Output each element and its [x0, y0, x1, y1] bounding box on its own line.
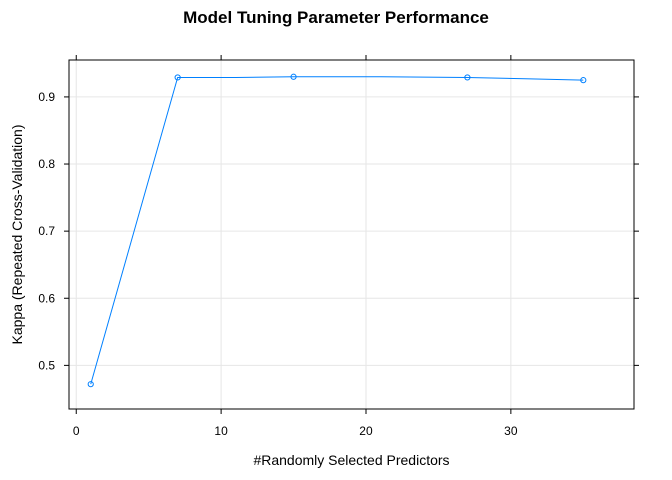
series-group	[87, 73, 587, 388]
y-tick-label: 0.7	[38, 224, 55, 238]
x-tick-label: 20	[359, 424, 373, 438]
x-gridlines	[75, 60, 512, 409]
chart-title: Model Tuning Parameter Performance	[183, 8, 489, 27]
y-axis-label: Kappa (Repeated Cross-Validation)	[9, 125, 25, 345]
data-point	[290, 73, 297, 80]
y-tick-label: 0.9	[38, 90, 55, 104]
plot-border	[68, 59, 635, 410]
x-ticks	[75, 55, 512, 414]
y-tick-labels: 0.5 0.6 0.7 0.8 0.9	[38, 90, 55, 372]
y-tick-label: 0.6	[38, 291, 55, 305]
data-point	[87, 381, 94, 388]
y-tick-label: 0.5	[38, 358, 55, 372]
y-tick-label: 0.8	[38, 157, 55, 171]
x-tick-labels: 0 10 20 30	[73, 424, 518, 438]
y-ticks	[64, 96, 639, 366]
x-tick-label: 10	[214, 424, 228, 438]
x-tick-label: 30	[504, 424, 518, 438]
y-gridlines	[69, 96, 634, 366]
x-axis-label: #Randomly Selected Predictors	[253, 452, 449, 468]
plot-area	[69, 60, 634, 409]
data-point	[580, 77, 587, 84]
x-tick-label: 0	[73, 424, 80, 438]
series-line	[90, 76, 584, 385]
data-point	[174, 74, 181, 81]
data-point	[464, 74, 471, 81]
